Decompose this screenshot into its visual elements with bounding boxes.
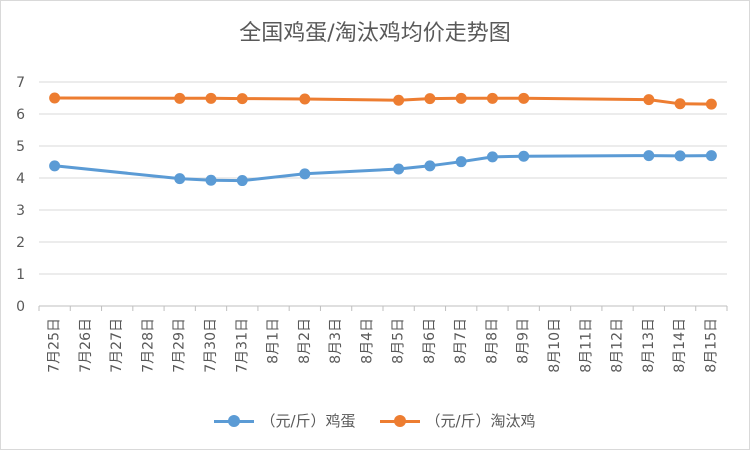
y-tick-label: 0 xyxy=(16,299,25,315)
data-point-1 xyxy=(643,94,655,106)
y-tick-label: 4 xyxy=(16,171,25,187)
x-tick-label: 8月8日 xyxy=(484,318,500,364)
x-tick-label: 7月27日 xyxy=(109,318,125,373)
data-point-0 xyxy=(518,150,530,162)
legend-item-eggs: （元/斤）鸡蛋 xyxy=(214,410,356,431)
legend-swatch-culled-hens xyxy=(379,414,420,427)
x-tick-label: 7月30日 xyxy=(203,318,219,373)
y-tick-label: 5 xyxy=(16,139,25,155)
data-point-1 xyxy=(393,94,405,106)
series-lines xyxy=(49,92,717,187)
x-axis-ticks: 7月25日 7月26日 7月27日 7月28日 7月29日 7月30日 7月31日 8月1日 8… xyxy=(38,306,728,373)
data-point-1 xyxy=(486,92,498,104)
y-tick-label: 3 xyxy=(16,203,25,219)
y-tick-label: 1 xyxy=(16,267,25,283)
series-line-1 xyxy=(54,96,712,106)
x-tick-label: 8月10日 xyxy=(547,318,563,373)
x-tick-label: 8月11日 xyxy=(578,318,594,373)
x-tick-label: 7月26日 xyxy=(78,318,94,373)
x-tick-label: 8月15日 xyxy=(703,318,719,373)
series-line-0 xyxy=(54,154,712,183)
data-point-1 xyxy=(424,93,436,105)
data-point-0 xyxy=(205,174,217,186)
data-point-0 xyxy=(174,173,186,185)
chart-title: 全国鸡蛋/淘汰鸡均价走势图 xyxy=(239,21,511,46)
data-point-1 xyxy=(299,93,311,105)
x-tick-label: 8月7日 xyxy=(453,318,469,364)
data-point-0 xyxy=(393,163,405,175)
x-tick-label: 7月31日 xyxy=(234,318,250,373)
data-point-1 xyxy=(205,92,217,104)
data-point-1 xyxy=(174,92,186,104)
y-tick-label: 7 xyxy=(16,75,25,91)
legend-item-culled-hens: （元/斤）淘汰鸡 xyxy=(379,410,536,431)
gridlines xyxy=(39,81,727,307)
data-point-0 xyxy=(424,160,436,172)
data-point-0 xyxy=(455,156,467,168)
legend-swatch-eggs xyxy=(214,414,255,427)
y-tick-label: 6 xyxy=(16,107,25,123)
x-tick-label: 8月1日 xyxy=(266,318,282,364)
data-point-0 xyxy=(705,150,717,162)
data-point-0 xyxy=(486,151,498,163)
x-tick-label: 7月25日 xyxy=(47,318,63,373)
x-tick-label: 8月14日 xyxy=(672,318,688,373)
x-tick-label: 8月13日 xyxy=(641,318,657,373)
x-tick-label: 7月29日 xyxy=(172,318,188,373)
x-tick-label: 8月4日 xyxy=(359,318,375,364)
data-point-1 xyxy=(674,98,686,110)
legend-label-eggs: （元/斤）鸡蛋 xyxy=(260,412,356,430)
data-point-1 xyxy=(455,92,467,104)
x-tick-label: 8月6日 xyxy=(422,318,438,364)
x-tick-label: 8月2日 xyxy=(297,318,313,364)
x-tick-label: 8月12日 xyxy=(610,318,626,373)
data-point-0 xyxy=(299,168,311,180)
data-point-1 xyxy=(49,92,61,104)
x-tick-label: 8月3日 xyxy=(328,318,344,364)
data-point-0 xyxy=(49,160,61,172)
y-tick-label: 2 xyxy=(16,235,25,251)
data-point-1 xyxy=(705,98,717,110)
x-tick-label: 8月9日 xyxy=(516,318,532,364)
data-point-0 xyxy=(643,150,655,162)
x-tick-label: 8月5日 xyxy=(391,318,407,364)
legend: （元/斤）鸡蛋 （元/斤）淘汰鸡 xyxy=(1,410,749,431)
data-point-0 xyxy=(236,175,248,187)
data-point-0 xyxy=(674,150,686,162)
x-tick-label: 7月28日 xyxy=(140,318,156,373)
data-point-1 xyxy=(236,93,248,105)
y-axis-ticks: 0 1 2 3 4 5 6 7 xyxy=(16,75,25,315)
legend-label-culled-hens: （元/斤）淘汰鸡 xyxy=(425,412,536,430)
data-point-1 xyxy=(518,92,530,104)
